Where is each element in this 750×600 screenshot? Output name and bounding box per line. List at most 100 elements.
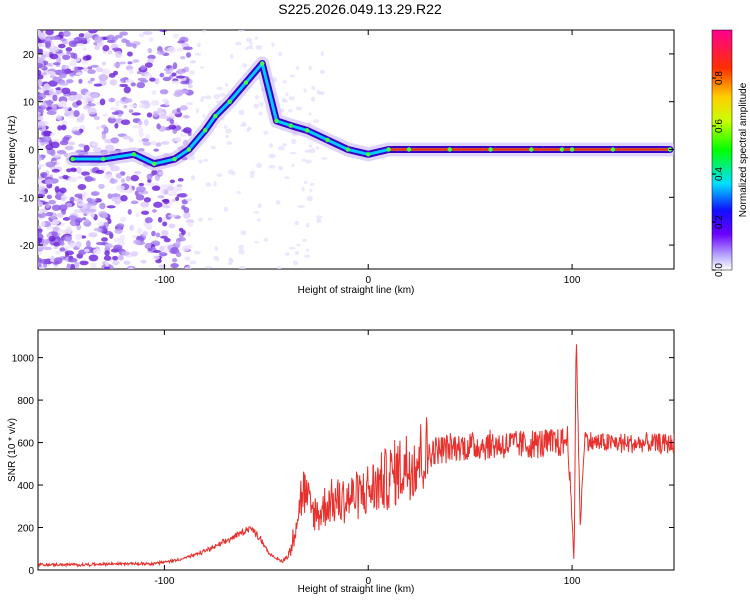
noise-blob — [198, 159, 203, 164]
noise-blob — [128, 266, 134, 269]
noise-blob — [86, 197, 93, 203]
noise-blob — [282, 143, 287, 147]
noise-blob — [68, 176, 78, 183]
noise-blob — [156, 123, 161, 130]
noise-blob — [133, 170, 142, 175]
noise-blob — [46, 110, 57, 116]
noise-blob — [119, 61, 127, 65]
noise-blob — [247, 126, 252, 130]
noise-blob — [38, 57, 44, 64]
ridge-point — [202, 128, 208, 133]
noise-blob — [202, 30, 206, 33]
noise-blob — [104, 261, 110, 267]
noise-blob — [278, 51, 282, 57]
noise-blob — [187, 221, 194, 228]
noise-blob — [142, 31, 153, 35]
noise-blob — [69, 242, 76, 249]
ridge-point — [101, 156, 106, 162]
noise-blob — [95, 169, 104, 174]
noise-blob — [48, 199, 56, 205]
noise-blob — [50, 132, 55, 137]
noise-blob — [94, 36, 103, 44]
colorbar: 0.0 0.2 0.4 0.6 0.8 Normalized spectral ampl… — [711, 29, 749, 277]
noise-blob — [186, 102, 193, 106]
noise-blob — [111, 47, 122, 51]
noise-blob — [62, 136, 70, 141]
noise-blob — [183, 66, 190, 73]
noise-blob — [143, 119, 149, 126]
noise-blob — [311, 85, 316, 90]
noise-blob — [56, 212, 64, 218]
noise-blob — [150, 140, 157, 146]
noise-blob — [171, 80, 180, 85]
noise-blob — [72, 126, 80, 132]
noise-blob — [230, 53, 234, 60]
noise-blob — [77, 175, 84, 180]
noise-blob — [124, 98, 133, 103]
noise-blob — [106, 40, 116, 44]
noise-blob — [64, 145, 74, 151]
colorbar-gradient — [711, 29, 733, 271]
noise-blob — [127, 51, 133, 57]
noise-blob — [69, 72, 76, 77]
noise-blob — [161, 230, 168, 236]
noise-blob — [90, 211, 95, 218]
noise-blob — [101, 237, 108, 242]
noise-blob — [301, 158, 307, 162]
spec-ytick-label: 0 — [28, 146, 34, 157]
noise-blob — [162, 76, 171, 82]
noise-blob — [238, 109, 245, 115]
noise-blob — [95, 125, 101, 131]
noise-blob — [138, 127, 144, 134]
noise-blob — [58, 82, 69, 86]
noise-blob — [132, 43, 137, 49]
noise-blob — [93, 115, 100, 121]
noise-blob — [125, 175, 131, 182]
noise-blob — [187, 231, 191, 238]
noise-blob — [145, 134, 151, 140]
noise-blob — [190, 175, 196, 181]
noise-blob — [83, 32, 94, 37]
noise-blob — [123, 86, 131, 94]
noise-blob — [158, 30, 168, 32]
noise-blob — [68, 91, 78, 96]
noise-blob — [69, 196, 75, 203]
noise-blob — [108, 264, 114, 269]
noise-blob — [168, 191, 178, 197]
noise-blob — [284, 252, 290, 256]
noise-blob — [86, 208, 97, 213]
noise-blob — [112, 260, 120, 266]
noise-blob — [294, 251, 300, 256]
noise-blob — [87, 69, 96, 75]
noise-blob — [53, 242, 61, 247]
noise-blob — [151, 90, 157, 96]
noise-blob — [68, 215, 78, 221]
noise-blob — [39, 139, 47, 143]
noise-blob — [205, 182, 212, 187]
noise-blob — [45, 179, 52, 185]
noise-blob — [175, 240, 181, 247]
noise-blob — [48, 88, 55, 96]
noise-blob — [38, 200, 43, 207]
noise-blob — [93, 147, 102, 154]
noise-blob — [111, 111, 120, 116]
noise-blob — [294, 220, 300, 226]
spec-xtick-label: 0 — [365, 275, 371, 286]
noise-blob — [241, 63, 248, 68]
noise-blob — [76, 100, 82, 106]
noise-blob — [146, 173, 153, 180]
noise-blob — [172, 128, 178, 134]
colorbar-tick-label: 0.4 — [714, 167, 725, 181]
noise-blob — [306, 195, 313, 202]
noise-blob — [107, 218, 112, 225]
noise-blob — [104, 243, 114, 249]
noise-blob — [130, 251, 139, 257]
noise-blob — [60, 38, 66, 42]
noise-blob — [225, 128, 232, 134]
noise-blob — [155, 232, 161, 238]
noise-blob — [159, 252, 168, 257]
noise-blob — [38, 74, 44, 80]
noise-blob — [154, 77, 160, 85]
noise-blob — [80, 37, 88, 42]
noise-blob — [54, 186, 60, 193]
